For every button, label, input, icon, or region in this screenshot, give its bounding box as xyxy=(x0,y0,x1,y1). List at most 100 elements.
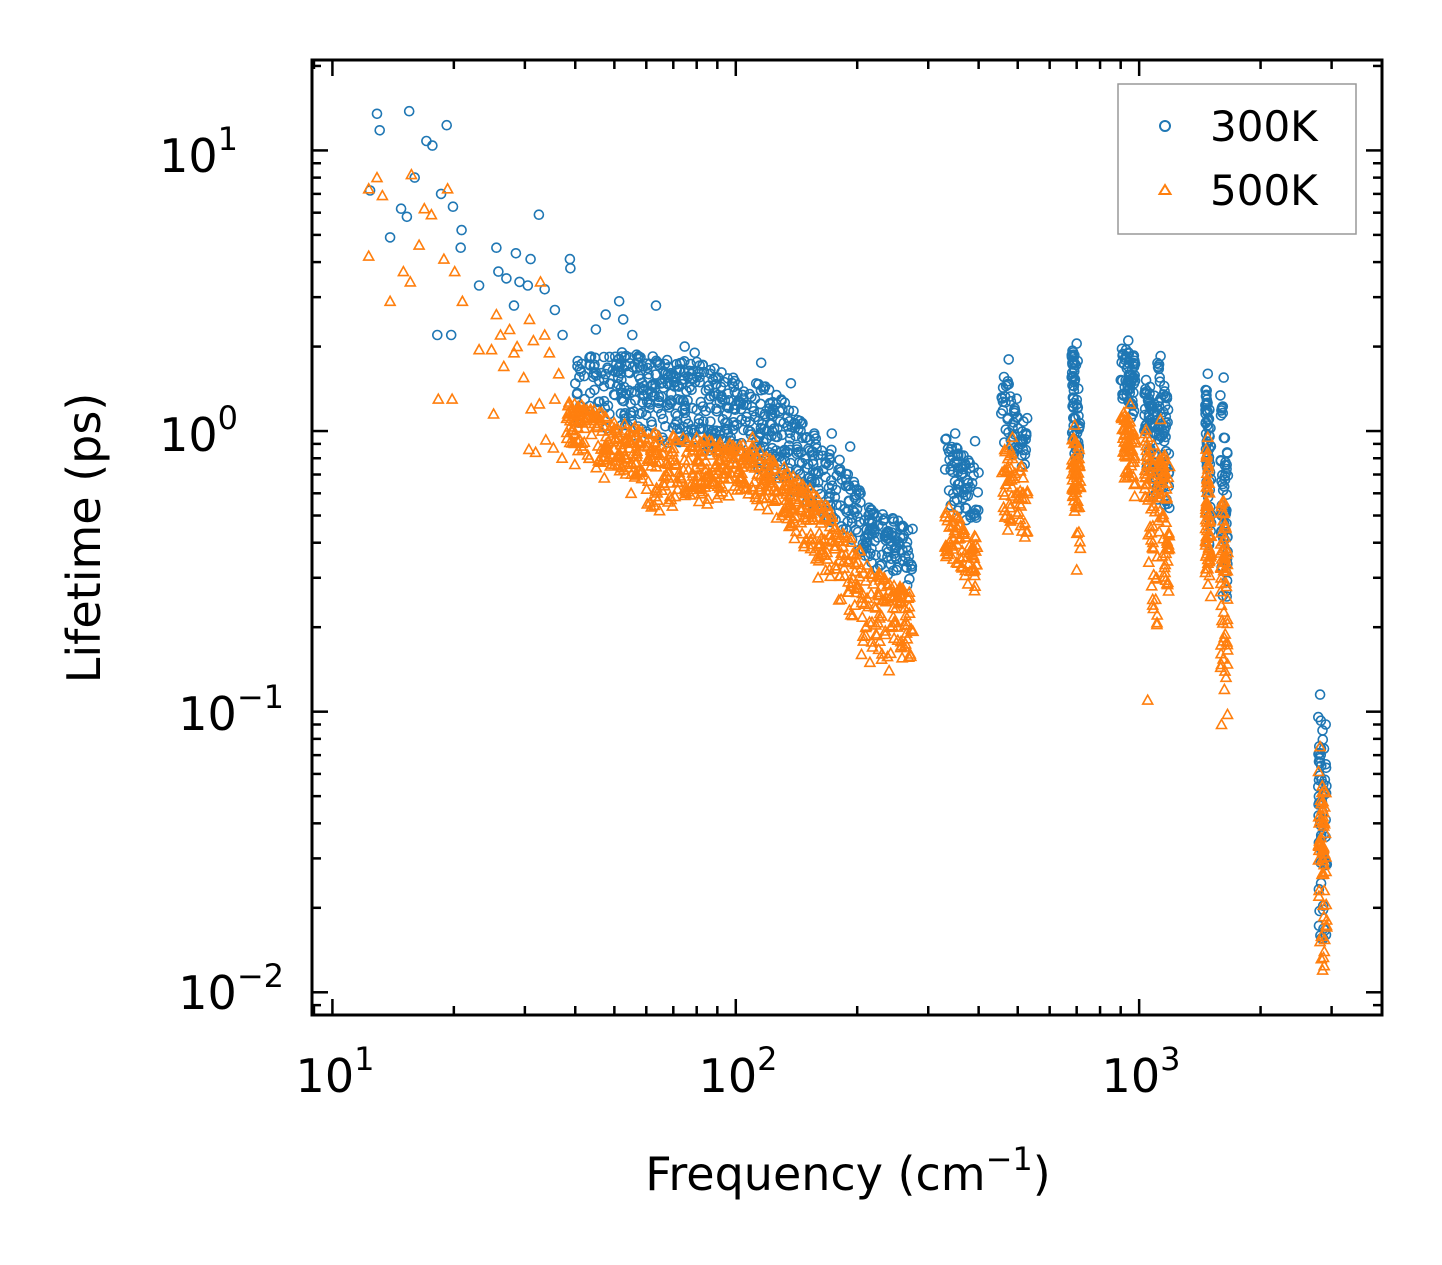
data-point-500k xyxy=(630,444,644,456)
data-point-300k xyxy=(650,369,661,380)
data-point-500k xyxy=(1312,838,1325,850)
data-point-300k xyxy=(1320,719,1331,730)
data-point-300k xyxy=(445,329,457,341)
data-point-500k xyxy=(383,294,397,307)
data-point-300k xyxy=(737,389,748,401)
data-point-500k xyxy=(1011,492,1025,504)
data-point-500k xyxy=(1160,482,1173,494)
data-point-500k xyxy=(572,415,586,427)
data-point-500k xyxy=(1317,883,1331,896)
data-point-300k xyxy=(1002,412,1014,424)
data-point-300k xyxy=(784,433,796,444)
data-point-500k xyxy=(1155,549,1169,561)
data-point-500k xyxy=(527,333,540,346)
data-point-500k xyxy=(953,518,966,530)
data-point-500k xyxy=(818,548,831,560)
data-point-500k xyxy=(852,544,866,556)
data-point-300k xyxy=(892,515,904,527)
x-tick-label-10: 101 xyxy=(296,1040,375,1103)
data-point-500k xyxy=(441,182,454,194)
data-point-500k xyxy=(1149,572,1162,584)
data-point-500k xyxy=(1215,613,1229,626)
data-point-500k xyxy=(1218,530,1232,543)
data-point-500k xyxy=(1073,474,1087,486)
data-point-500k xyxy=(761,502,775,515)
data-point-500k xyxy=(653,448,667,460)
data-point-300k xyxy=(409,172,421,183)
data-point-300k xyxy=(840,474,852,485)
data-point-300k xyxy=(782,412,793,423)
legend: 300K 500K xyxy=(1117,83,1357,235)
data-point-300k xyxy=(888,516,900,527)
data-point-500k xyxy=(1202,476,1216,488)
x-tick-label-1000: 103 xyxy=(1102,1040,1181,1103)
data-point-500k xyxy=(625,467,638,479)
data-point-500k xyxy=(753,455,766,467)
data-point-500k xyxy=(814,516,828,528)
data-point-500k xyxy=(662,471,675,483)
data-point-300k xyxy=(752,379,764,390)
data-point-500k xyxy=(862,599,875,612)
data-point-300k xyxy=(602,362,613,374)
data-point-500k xyxy=(1014,518,1028,531)
data-point-500k xyxy=(1066,457,1080,470)
data-point-300k xyxy=(680,413,692,425)
data-point-500k xyxy=(906,624,920,637)
data-point-500k xyxy=(810,510,824,523)
data-point-500k xyxy=(1128,436,1142,448)
data-point-500k xyxy=(749,490,762,503)
data-point-500k xyxy=(865,635,879,647)
data-point-500k xyxy=(1123,397,1137,409)
data-point-500k xyxy=(884,620,897,633)
data-point-300k xyxy=(613,353,625,365)
data-point-500k xyxy=(946,539,960,551)
data-point-500k xyxy=(824,528,837,541)
data-point-500k xyxy=(694,487,708,499)
data-point-500k xyxy=(645,500,658,512)
data-point-500k xyxy=(797,484,810,496)
data-point-300k xyxy=(1155,350,1166,362)
data-point-500k xyxy=(622,425,636,438)
data-point-500k xyxy=(898,640,911,652)
data-point-500k xyxy=(939,506,952,518)
data-point-300k xyxy=(816,445,828,457)
data-point-500k xyxy=(539,433,553,445)
data-point-500k xyxy=(534,275,547,287)
data-point-500k xyxy=(823,562,836,575)
data-point-500k xyxy=(1199,442,1213,454)
data-point-500k xyxy=(695,448,709,461)
data-point-500k xyxy=(607,442,621,455)
data-point-500k xyxy=(943,520,957,532)
data-point-500k xyxy=(642,454,655,466)
data-point-500k xyxy=(1221,637,1234,650)
data-point-500k xyxy=(871,616,885,628)
data-point-300k xyxy=(491,242,502,253)
data-point-500k xyxy=(829,562,843,574)
data-point-500k xyxy=(712,446,726,458)
data-point-300k xyxy=(565,262,576,274)
data-point-300k xyxy=(625,398,637,410)
data-point-500k xyxy=(811,571,825,583)
data-point-500k xyxy=(1020,525,1033,537)
data-point-300k xyxy=(1221,463,1232,475)
data-point-500k xyxy=(597,471,611,483)
data-point-300k xyxy=(1012,422,1024,434)
data-point-300k xyxy=(722,428,734,439)
data-point-300k xyxy=(1217,407,1229,419)
data-point-500k xyxy=(832,593,846,605)
data-point-300k xyxy=(817,464,829,476)
data-point-300k xyxy=(1313,711,1324,723)
data-point-500k xyxy=(828,542,842,554)
data-point-300k xyxy=(1071,338,1082,349)
data-point-500k xyxy=(1072,525,1086,537)
data-point-500k xyxy=(1072,440,1085,452)
data-point-300k xyxy=(1215,390,1226,401)
data-point-300k xyxy=(616,351,627,362)
data-point-500k xyxy=(1217,630,1231,643)
data-point-500k xyxy=(648,489,662,502)
data-point-300k xyxy=(1072,403,1083,414)
data-point-300k xyxy=(756,418,768,430)
data-point-300k xyxy=(945,443,957,455)
data-point-300k xyxy=(447,201,459,212)
data-point-500k xyxy=(1162,584,1175,596)
